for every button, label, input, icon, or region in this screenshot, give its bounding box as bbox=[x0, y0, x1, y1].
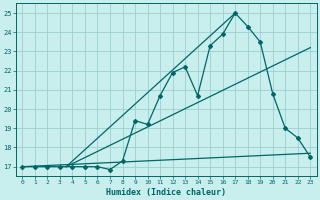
X-axis label: Humidex (Indice chaleur): Humidex (Indice chaleur) bbox=[106, 188, 226, 197]
